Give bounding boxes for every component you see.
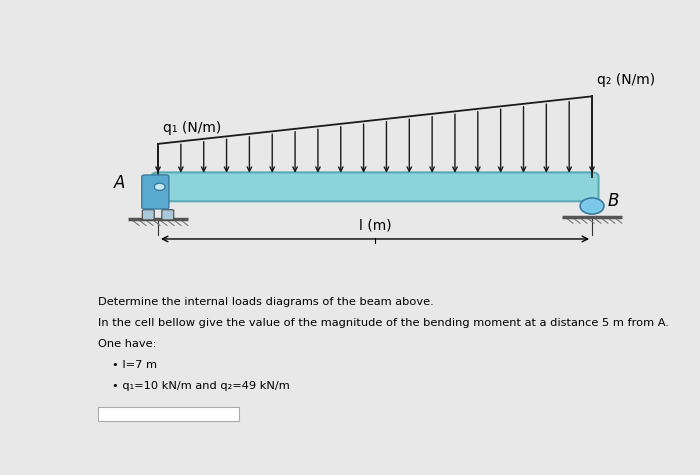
Text: In the cell bellow give the value of the magnitude of the bending moment at a di: In the cell bellow give the value of the… [98,318,669,328]
Text: B: B [608,191,620,209]
FancyBboxPatch shape [142,209,154,220]
Text: Determine the internal loads diagrams of the beam above.: Determine the internal loads diagrams of… [98,296,434,306]
Circle shape [580,198,604,214]
Text: A: A [114,174,126,192]
Text: • q₁=10 kN/m and q₂=49 kN/m: • q₁=10 kN/m and q₂=49 kN/m [112,381,290,391]
Text: • l=7 m: • l=7 m [112,360,157,370]
Text: l (m): l (m) [358,218,391,232]
FancyBboxPatch shape [162,209,174,220]
Text: q₂ (N/m): q₂ (N/m) [598,73,656,87]
Circle shape [154,183,165,190]
Text: q₁ (N/m): q₁ (N/m) [163,121,222,135]
FancyBboxPatch shape [141,175,169,209]
FancyBboxPatch shape [151,172,598,201]
Text: One have:: One have: [98,339,157,349]
FancyBboxPatch shape [98,407,239,421]
